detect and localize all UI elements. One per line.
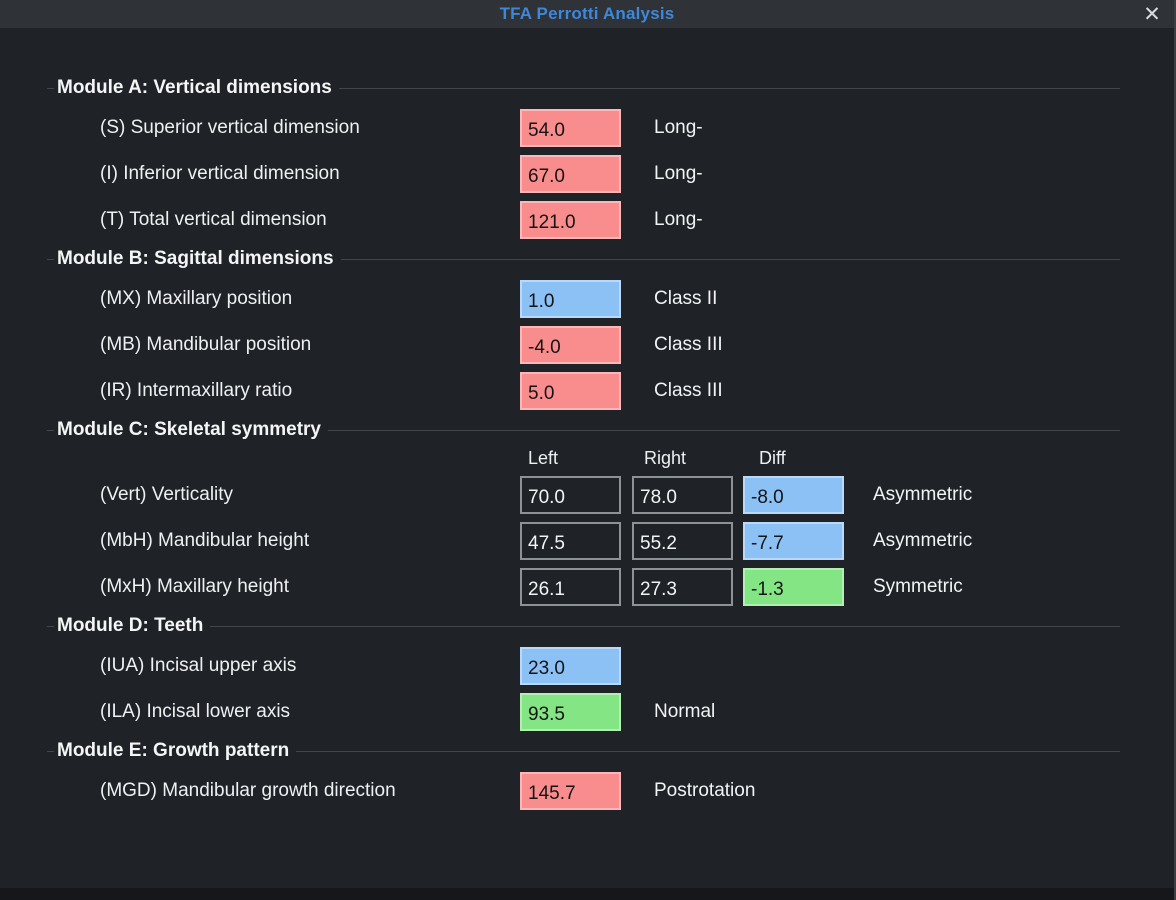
left-value-field[interactable]: 26.1 [520, 568, 621, 606]
measurement-row: (S) Superior vertical dimension 54.0 Lon… [100, 109, 1120, 147]
symmetry-column-headers: Left Right Diff [47, 448, 1120, 468]
status-text: Long- [654, 163, 703, 184]
left-value-field[interactable]: 70.0 [520, 476, 621, 514]
measurement-label: (S) Superior vertical dimension [100, 117, 360, 138]
status-text: Symmetric [873, 576, 963, 597]
module-rows: (S) Superior vertical dimension 54.0 Lon… [47, 98, 1120, 239]
measurement-row: (ILA) Incisal lower axis 93.5 Normal [100, 693, 1120, 731]
status-text: Long- [654, 209, 703, 230]
module-section-b: Module B: Sagittal dimensions (MX) Maxil… [47, 249, 1120, 410]
status-text: Class III [654, 380, 723, 401]
module-header: Module C: Skeletal symmetry [47, 420, 1120, 440]
measurement-row: (MGD) Mandibular growth direction 145.7 … [100, 772, 1120, 810]
close-icon: ✕ [1143, 2, 1161, 26]
module-header-line [296, 750, 1120, 752]
module-section-c: Module C: Skeletal symmetry Left Right D… [47, 420, 1120, 606]
measurement-label: (ILA) Incisal lower axis [100, 701, 291, 722]
module-rows: (MX) Maxillary position 1.0 Class II (MB… [47, 269, 1120, 410]
value-field[interactable]: 93.5 [520, 693, 621, 731]
module-title: Module C: Skeletal symmetry [57, 419, 321, 440]
value-field[interactable]: 1.0 [520, 280, 621, 318]
column-header: Left [528, 448, 559, 468]
measurement-row: (I) Inferior vertical dimension 67.0 Lon… [100, 155, 1120, 193]
title-bar: TFA Perrotti Analysis ✕ [0, 0, 1174, 28]
module-rows: (IUA) Incisal upper axis 23.0 (ILA) Inci… [47, 636, 1120, 731]
status-text: Asymmetric [873, 530, 973, 551]
column-header: Diff [759, 448, 786, 468]
measurement-label: (I) Inferior vertical dimension [100, 163, 340, 184]
measurement-label: (IUA) Incisal upper axis [100, 655, 297, 676]
modules-container: Module A: Vertical dimensions (S) Superi… [0, 28, 1174, 810]
measurement-label: (MxH) Maxillary height [100, 576, 289, 597]
right-value-field[interactable]: 78.0 [632, 476, 733, 514]
right-value-field[interactable]: 27.3 [632, 568, 733, 606]
measurement-row: (T) Total vertical dimension 121.0 Long- [100, 201, 1120, 239]
measurement-label: (Vert) Verticality [100, 484, 234, 505]
status-text: Asymmetric [873, 484, 973, 505]
right-value-field[interactable]: 55.2 [632, 522, 733, 560]
module-title: Module D: Teeth [57, 615, 204, 636]
close-button[interactable]: ✕ [1136, 0, 1168, 28]
measurement-row: (MB) Mandibular position -4.0 Class III [100, 326, 1120, 364]
column-header: Right [644, 448, 687, 468]
status-text: Class III [654, 334, 723, 355]
module-rows: (MGD) Mandibular growth direction 145.7 … [47, 761, 1120, 810]
measurement-label: (T) Total vertical dimension [100, 209, 327, 230]
measurement-label: (MX) Maxillary position [100, 288, 293, 309]
symmetry-measurement-row: (Vert) Verticality 70.0 78.0 -8.0 Asymme… [100, 476, 1120, 514]
module-header-dash [47, 625, 54, 627]
value-field[interactable]: -4.0 [520, 326, 621, 364]
module-title: Module B: Sagittal dimensions [57, 248, 334, 269]
measurement-row: (IR) Intermaxillary ratio 5.0 Class III [100, 372, 1120, 410]
symmetry-measurement-row: (MbH) Mandibular height 47.5 55.2 -7.7 A… [100, 522, 1120, 560]
module-header-dash [47, 750, 54, 752]
module-header-dash [47, 87, 54, 89]
value-field[interactable]: 145.7 [520, 772, 621, 810]
module-section-e: Module E: Growth pattern (MGD) Mandibula… [47, 741, 1120, 810]
value-field[interactable]: 54.0 [520, 109, 621, 147]
module-header: Module E: Growth pattern [47, 741, 1120, 761]
value-field[interactable]: 121.0 [520, 201, 621, 239]
status-text: Normal [654, 701, 716, 722]
symmetry-measurement-row: (MxH) Maxillary height 26.1 27.3 -1.3 Sy… [100, 568, 1120, 606]
module-header: Module A: Vertical dimensions [47, 78, 1120, 98]
status-text: Long- [654, 117, 703, 138]
bottom-strip [0, 888, 1174, 900]
column-header-spacer [100, 448, 520, 468]
diff-value-field[interactable]: -7.7 [743, 522, 844, 560]
left-value-field[interactable]: 47.5 [520, 522, 621, 560]
module-rows: (Vert) Verticality 70.0 78.0 -8.0 Asymme… [47, 476, 1120, 606]
diff-value-field[interactable]: -8.0 [743, 476, 844, 514]
module-header: Module B: Sagittal dimensions [47, 249, 1120, 269]
module-title: Module E: Growth pattern [57, 740, 290, 761]
value-field[interactable]: 67.0 [520, 155, 621, 193]
module-header-dash [47, 429, 54, 431]
module-header-line [340, 258, 1120, 260]
status-text: Postrotation [654, 780, 756, 801]
measurement-label: (MB) Mandibular position [100, 334, 312, 355]
module-header: Module D: Teeth [47, 616, 1120, 636]
module-header-line [327, 429, 1120, 431]
measurement-row: (IUA) Incisal upper axis 23.0 [100, 647, 1120, 685]
measurement-label: (IR) Intermaxillary ratio [100, 380, 293, 401]
value-field[interactable]: 5.0 [520, 372, 621, 410]
module-section-a: Module A: Vertical dimensions (S) Superi… [47, 78, 1120, 239]
module-title: Module A: Vertical dimensions [57, 77, 332, 98]
module-header-dash [47, 258, 54, 260]
diff-value-field[interactable]: -1.3 [743, 568, 844, 606]
dialog-title: TFA Perrotti Analysis [499, 4, 675, 23]
value-field[interactable]: 23.0 [520, 647, 621, 685]
module-header-line [210, 625, 1120, 627]
measurement-label: (MbH) Mandibular height [100, 530, 310, 551]
module-header-line [338, 87, 1120, 89]
module-section-d: Module D: Teeth (IUA) Incisal upper axis… [47, 616, 1120, 731]
measurement-label: (MGD) Mandibular growth direction [100, 780, 396, 801]
measurement-row: (MX) Maxillary position 1.0 Class II [100, 280, 1120, 318]
status-text: Class II [654, 288, 718, 309]
